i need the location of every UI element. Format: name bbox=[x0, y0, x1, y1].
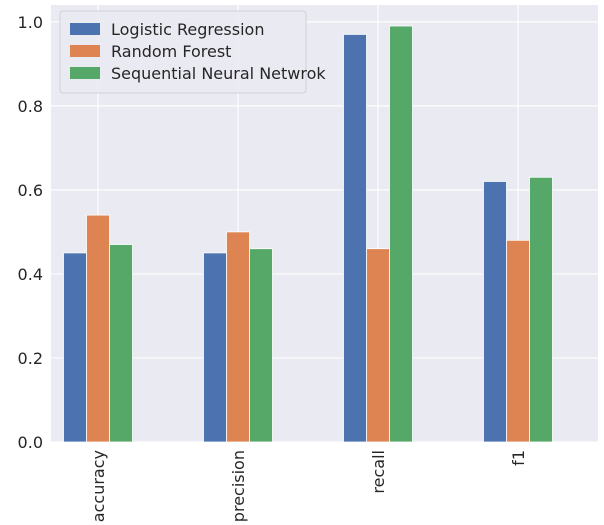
x-tick-labels: accuracy precision recall f1 bbox=[89, 450, 528, 522]
legend-label: Random Forest bbox=[111, 42, 231, 61]
legend-swatch bbox=[70, 67, 100, 79]
bar-recall-0 bbox=[343, 34, 367, 443]
bar-accuracy-1 bbox=[86, 214, 110, 443]
bar-accuracy-0 bbox=[63, 252, 87, 443]
bar-recall-1 bbox=[366, 248, 390, 443]
legend-box bbox=[59, 10, 307, 94]
bar-precision-1 bbox=[226, 231, 250, 443]
y-tick-label: 0.8 bbox=[18, 97, 43, 116]
legend-label: Logistic Regression bbox=[111, 20, 264, 39]
legend-swatch bbox=[70, 45, 100, 57]
x-tick-label: recall bbox=[369, 450, 388, 494]
y-tick-label: 0.6 bbox=[18, 181, 43, 200]
y-tick-label: 0.2 bbox=[18, 349, 43, 368]
x-tick-label: accuracy bbox=[89, 450, 108, 522]
legend: Logistic Regression Random Forest Sequenti… bbox=[59, 10, 326, 94]
y-tick-label: 0.4 bbox=[18, 265, 43, 284]
y-tick-label: 0.0 bbox=[18, 433, 43, 452]
y-tick-label: 1.0 bbox=[18, 13, 43, 32]
bar-recall-2 bbox=[389, 25, 413, 443]
bar-f1-2 bbox=[529, 176, 553, 443]
bar-precision-2 bbox=[249, 248, 273, 443]
bar-f1-0 bbox=[483, 181, 507, 443]
bar-precision-0 bbox=[203, 252, 227, 443]
bar-accuracy-2 bbox=[109, 244, 133, 443]
x-tick-label: f1 bbox=[509, 450, 528, 466]
legend-label: Sequential Neural Netwrok bbox=[111, 64, 326, 83]
x-tick-label: precision bbox=[229, 450, 248, 522]
y-tick-labels: 0.0 0.2 0.4 0.6 0.8 1.0 bbox=[18, 13, 43, 452]
bar-f1-1 bbox=[506, 239, 530, 443]
legend-swatch bbox=[70, 23, 100, 35]
bars bbox=[63, 25, 553, 443]
